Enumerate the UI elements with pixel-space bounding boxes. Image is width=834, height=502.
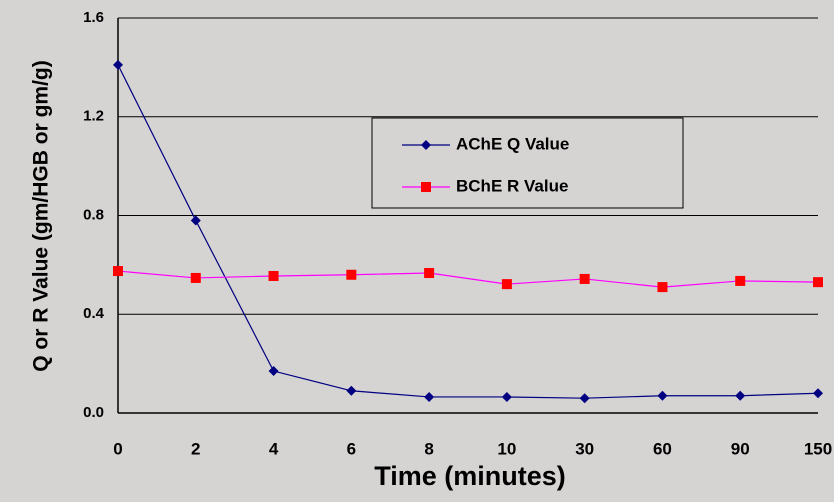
data-point [113, 59, 123, 70]
x-tick-label: 150 [804, 439, 832, 458]
data-point [268, 270, 279, 281]
x-tick-label: 90 [731, 439, 750, 458]
x-tick-label: 30 [575, 439, 594, 458]
x-axis-label: Time (minutes) [374, 461, 566, 491]
x-tick-label: 4 [269, 439, 279, 458]
data-point [268, 366, 279, 377]
data-point [346, 385, 357, 396]
data-point [501, 391, 512, 402]
legend-marker [421, 182, 431, 192]
y-tick-label: 0.8 [83, 206, 104, 223]
data-point [657, 282, 668, 293]
data-point [735, 390, 746, 401]
data-point [346, 269, 357, 280]
x-tick-label: 6 [347, 439, 356, 458]
y-tick-label: 1.2 [83, 108, 104, 125]
data-point [424, 391, 435, 402]
legend-label: AChE Q Value [456, 134, 569, 153]
x-tick-label: 8 [424, 439, 433, 458]
y-tick-label: 0.4 [83, 305, 105, 322]
data-point [579, 393, 590, 404]
legend-box [371, 117, 684, 209]
x-tick-label: 2 [191, 439, 200, 458]
x-tick-label: 0 [113, 439, 122, 458]
x-tick-label: 10 [497, 439, 516, 458]
data-point [113, 266, 123, 277]
y-axis-label: Q or R Value (gm/HGB or gm/g) [30, 60, 53, 372]
y-tick-label: 1.6 [83, 9, 104, 26]
series-line [117, 64, 819, 399]
series-line [117, 270, 819, 288]
data-point [579, 273, 590, 284]
data-point [657, 390, 668, 401]
data-point [501, 279, 512, 290]
x-tick-label: 60 [653, 439, 672, 458]
y-tick-label: 0.0 [83, 404, 104, 421]
data-point [735, 275, 746, 286]
legend-marker [421, 140, 431, 150]
data-point [424, 268, 435, 279]
data-point [190, 215, 201, 226]
data-point [813, 388, 823, 399]
legend-label: BChE R Value [456, 176, 568, 195]
data-point [190, 272, 201, 283]
data-point [813, 277, 823, 288]
